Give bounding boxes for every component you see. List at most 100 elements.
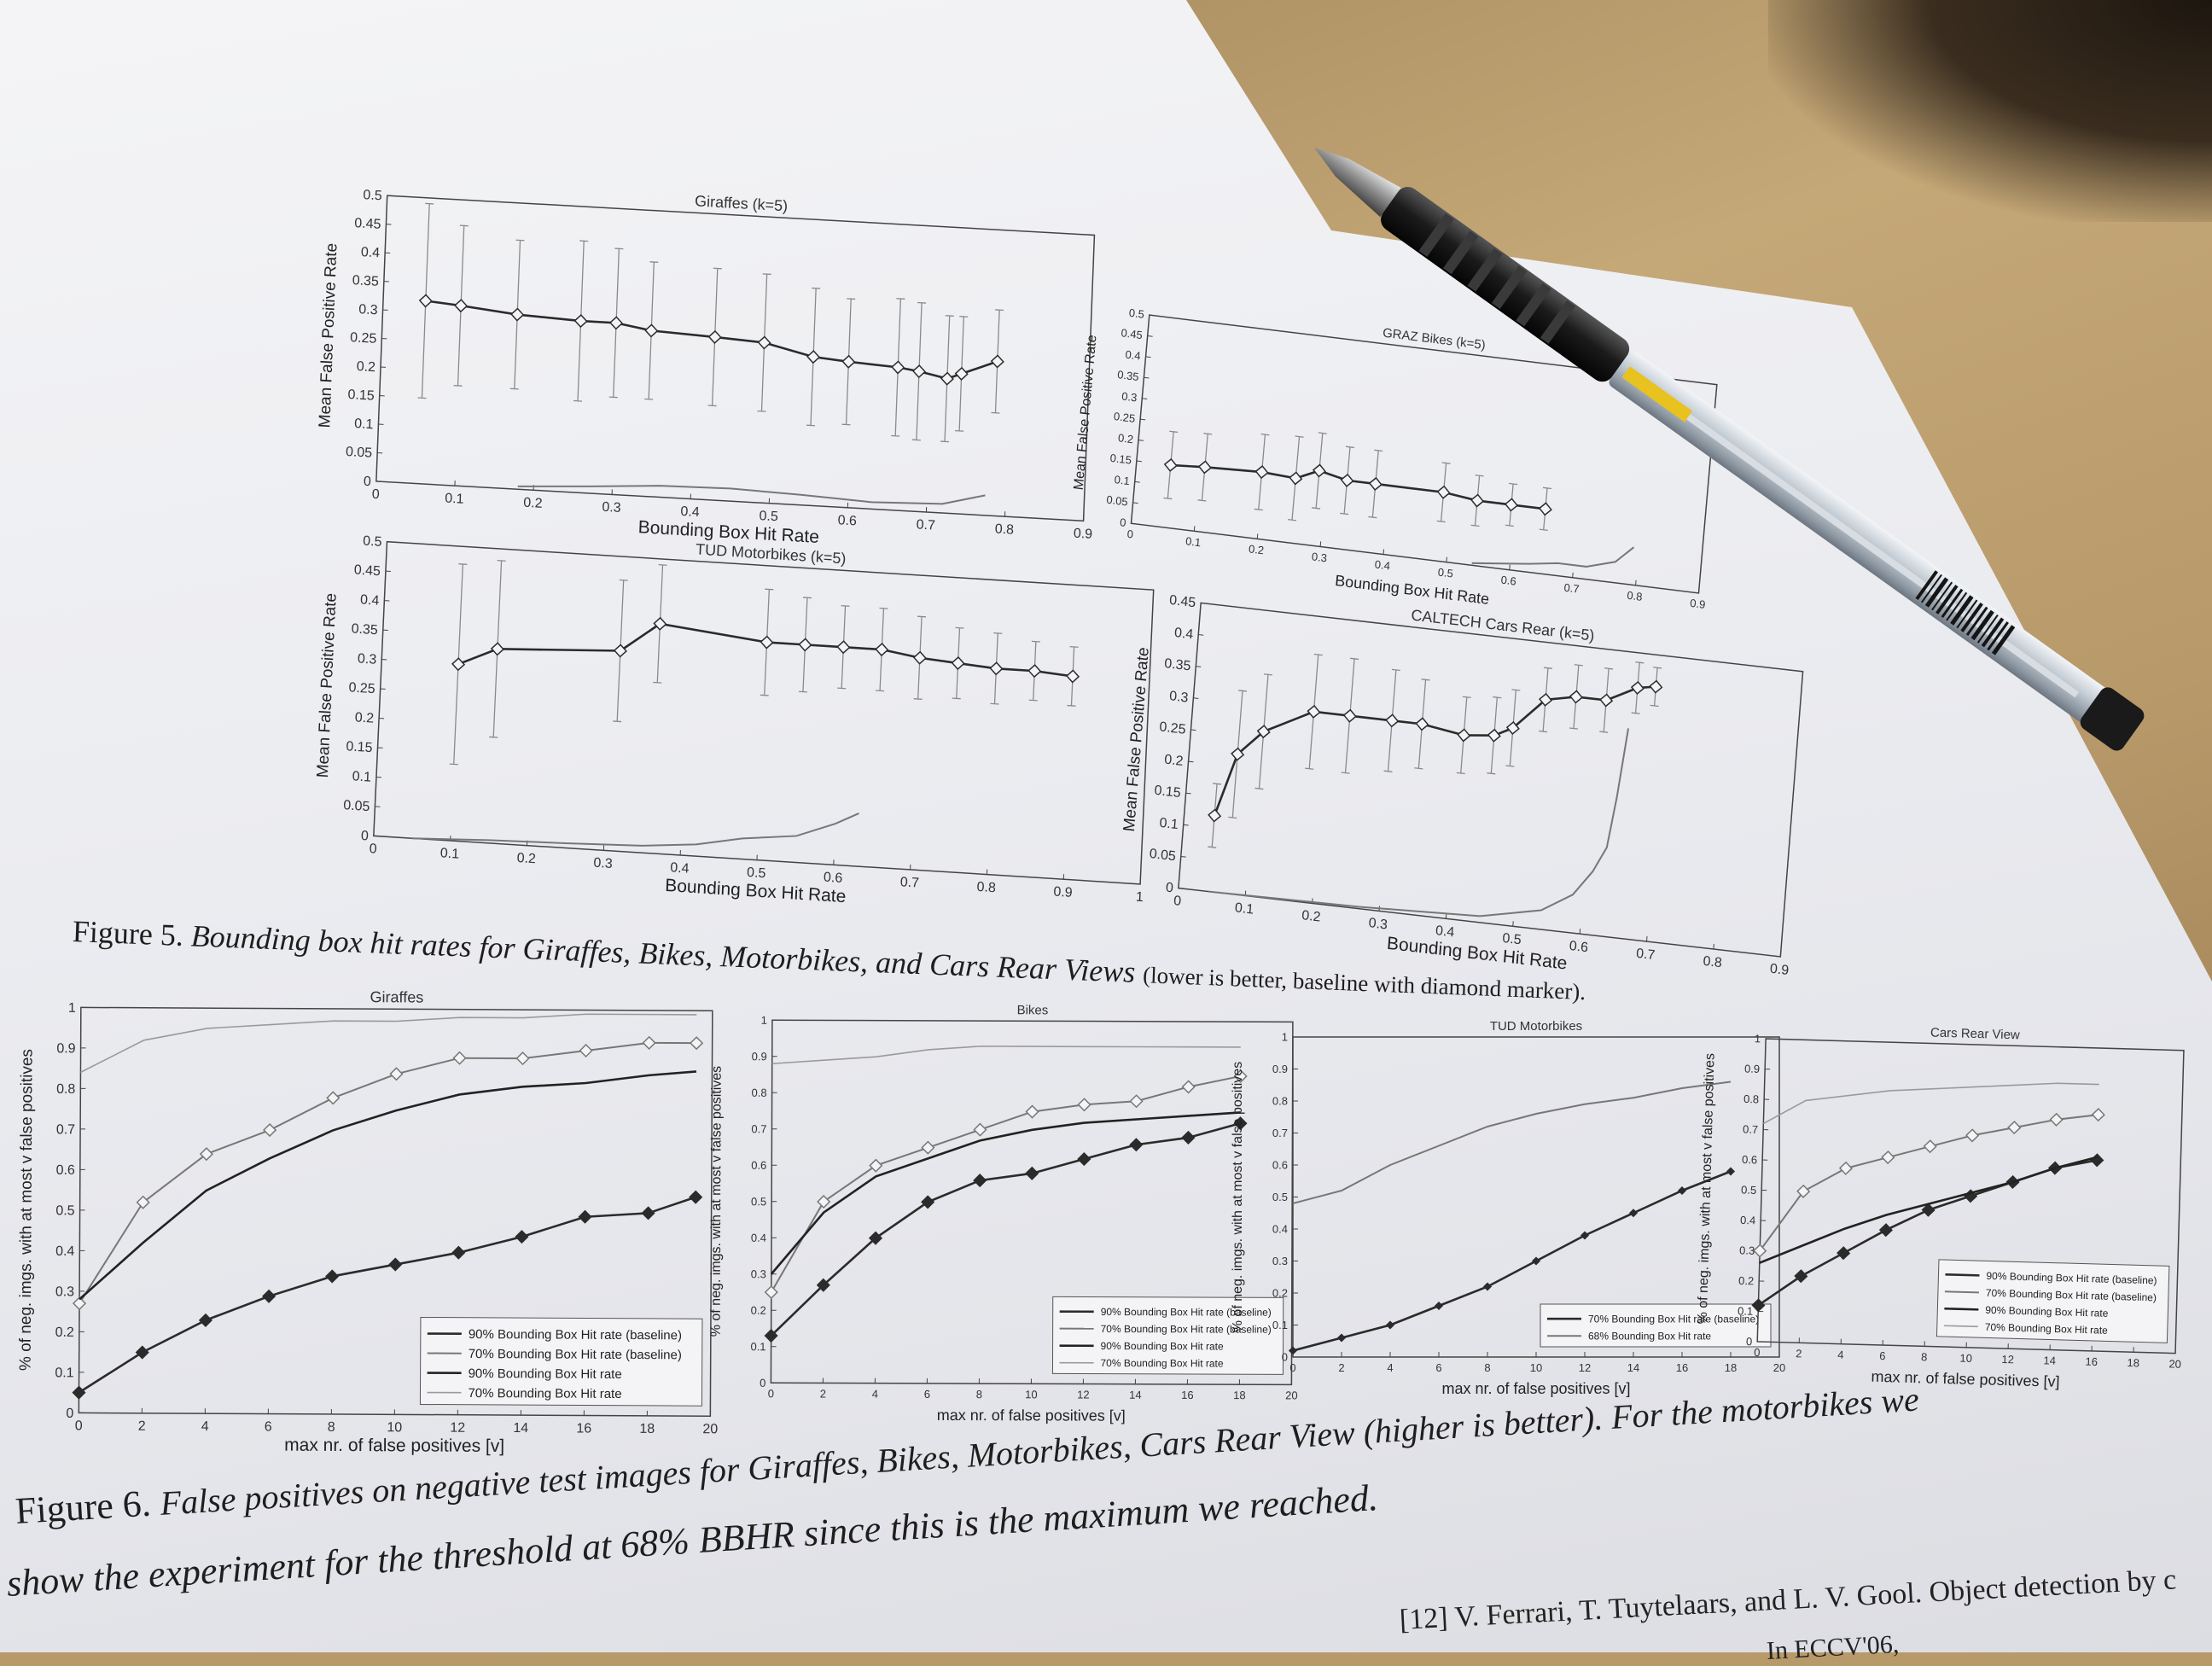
series-line-1 (412, 785, 859, 866)
data-point (1026, 1106, 1038, 1118)
y-tick-label: 0.15 (1109, 451, 1132, 467)
error-bar-cap (1314, 654, 1323, 655)
x-tick-label: 18 (639, 1422, 655, 1436)
y-axis-label: % of neg. imgs. with at most v false pos… (17, 1049, 37, 1371)
y-tick (1189, 761, 1194, 762)
y-tick (1190, 730, 1196, 731)
y-tick-label: 0.9 (56, 1041, 75, 1056)
y-tick (1186, 793, 1191, 794)
y-tick-label: 1 (761, 1014, 767, 1027)
chart-title: Cars Rear View (1930, 1025, 2020, 1042)
error-bar-cap (1264, 674, 1272, 675)
x-tick-label: 20 (2168, 1357, 2181, 1370)
data-point (390, 1068, 402, 1080)
error-bar-cap (879, 608, 888, 609)
x-tick-label: 0.2 (523, 496, 543, 511)
x-tick-label: 0.2 (516, 851, 536, 866)
error-bar-cap (1414, 768, 1423, 769)
x-tick-label: 0 (1289, 1361, 1295, 1374)
axes-frame (376, 195, 1095, 521)
y-tick-label: 0.2 (1117, 431, 1133, 446)
data-point (1471, 494, 1484, 508)
error-bar-cap (1254, 788, 1263, 789)
legend-entry: 90% Bounding Box Hit rate (469, 1366, 622, 1382)
y-tick (1138, 440, 1144, 441)
x-tick-label: 0 (1173, 894, 1182, 909)
data-point (516, 1052, 528, 1064)
error-bar-cap (995, 310, 1004, 311)
data-point (974, 1174, 986, 1186)
x-tick-label: 8 (976, 1388, 982, 1401)
x-tick-label: 0.5 (1437, 566, 1453, 580)
data-point (1437, 486, 1450, 499)
data-point (454, 1052, 466, 1064)
y-tick (1144, 377, 1149, 378)
error-bar-cap (1067, 706, 1075, 707)
data-point (2050, 1114, 2062, 1126)
x-tick-label: 2 (1338, 1361, 1344, 1374)
data-point (1208, 809, 1221, 823)
data-point (455, 300, 468, 312)
error-bar-cap (1260, 434, 1269, 435)
x-tick-label: 0.6 (824, 871, 843, 886)
error-bar-cap (1295, 436, 1304, 437)
y-tick (1133, 503, 1138, 504)
data-point (1795, 1270, 1807, 1282)
error-bar-cap (1029, 700, 1038, 701)
data-point (892, 361, 905, 374)
error-bar-cap (1070, 647, 1079, 648)
error-bar-cap (1604, 668, 1613, 669)
data-point (1505, 498, 1517, 512)
data-point (452, 1247, 464, 1259)
error-bar-cap (1032, 641, 1040, 642)
y-tick-label: 0.7 (751, 1122, 766, 1135)
y-tick-label: 0 (66, 1407, 73, 1421)
data-point (1313, 464, 1325, 478)
data-point (1131, 1095, 1143, 1107)
data-point (807, 351, 820, 364)
x-tick-label: 8 (328, 1420, 335, 1435)
error-bar-cap (1505, 525, 1514, 526)
data-point (1754, 1244, 1766, 1256)
y-tick-label: 0.7 (1272, 1127, 1288, 1139)
y-tick-label: 0.05 (1106, 493, 1128, 509)
data-point (1338, 1335, 1345, 1342)
data-point (837, 641, 850, 654)
data-point (1631, 681, 1644, 695)
x-tick-label: 16 (576, 1421, 591, 1436)
x-tick-label: 0.4 (670, 860, 690, 876)
data-point (1966, 1129, 1978, 1141)
data-point (654, 617, 667, 630)
y-tick-label: 0.2 (354, 710, 374, 725)
y-tick (1148, 335, 1153, 336)
x-tick-label: 0.8 (1627, 589, 1643, 603)
x-tick (1320, 541, 1321, 546)
x-axis-label: max nr. of false positives [v] (937, 1407, 1126, 1424)
legend-swatch (1944, 1325, 1978, 1326)
y-tick-label: 0.1 (1738, 1304, 1753, 1317)
error-bar-cap (649, 262, 658, 263)
y-tick-label: 0.4 (1173, 626, 1194, 642)
y-tick-label: 0.4 (361, 245, 381, 260)
x-tick-label: 0.1 (439, 846, 459, 861)
y-tick-label: 0.1 (750, 1340, 765, 1353)
y-tick-label: 0.8 (56, 1082, 75, 1097)
data-point (1600, 694, 1613, 708)
error-bar-cap (1493, 697, 1501, 698)
error-bar-cap (1238, 690, 1247, 691)
x-tick-label: 0.3 (1368, 916, 1388, 932)
error-bar-cap (993, 633, 1002, 634)
error-bar-cap (1374, 450, 1382, 451)
x-tick-label: 0 (1754, 1346, 1761, 1359)
data-point (708, 331, 721, 344)
error-bar-cap (991, 703, 999, 704)
legend-swatch (1944, 1308, 1978, 1309)
data-point (758, 336, 771, 349)
y-tick-label: 0.15 (1154, 783, 1181, 801)
error-bar-cap (763, 274, 771, 275)
data-point (941, 372, 954, 385)
figure5-label: Figure 5. (72, 914, 183, 952)
